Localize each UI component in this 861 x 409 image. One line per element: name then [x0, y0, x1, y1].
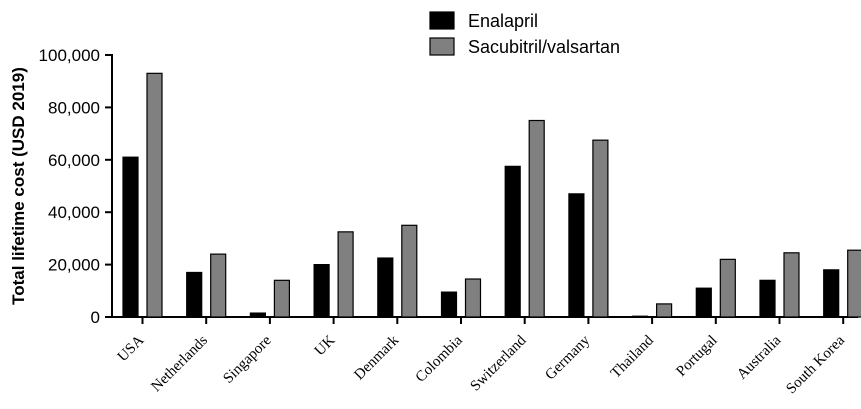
x-tick-label-uk: UK — [312, 332, 339, 359]
bar-enalapril-germany — [568, 193, 585, 318]
legend: Enalapril Sacubitril/valsartan — [429, 11, 620, 57]
legend-swatch-sacubitril-valsartan — [429, 37, 455, 56]
bar-enalapril-uk — [313, 264, 330, 318]
y-tick-label: 100,000 — [39, 46, 100, 65]
bar-sacubitril-valsartan-germany — [592, 139, 609, 318]
x-tick-label-colombia: Colombia — [413, 332, 466, 385]
y-tick-label: 60,000 — [48, 151, 100, 170]
bar-sacubitril-valsartan-singapore — [273, 279, 290, 318]
y-tick-label: 40,000 — [48, 203, 100, 222]
x-tick-label-thailand: Thailand — [608, 332, 657, 381]
x-tick-label-usa: USA — [115, 332, 148, 365]
bar-sacubitril-valsartan-usa — [146, 72, 163, 318]
bar-enalapril-australia — [759, 279, 776, 318]
y-tick-label: 80,000 — [48, 98, 100, 117]
bar-sacubitril-valsartan-netherlands — [210, 253, 227, 318]
x-tick-label-denmark: Denmark — [351, 332, 402, 383]
x-tick-label-australia: Australia — [734, 332, 784, 382]
bar-enalapril-singapore — [249, 312, 266, 318]
bar-sacubitril-valsartan-switzerland — [528, 119, 545, 318]
legend-label-enalapril: Enalapril — [468, 11, 538, 31]
x-tick-label-south-korea: South Korea — [783, 332, 848, 397]
bar-sacubitril-valsartan-denmark — [401, 224, 418, 318]
x-tick-label-singapore: Singapore — [220, 332, 275, 387]
bar-sacubitril-valsartan-uk — [337, 231, 354, 318]
bars — [122, 72, 861, 318]
bar-sacubitril-valsartan-australia — [783, 252, 800, 318]
bar-enalapril-netherlands — [186, 271, 203, 318]
bar-sacubitril-valsartan-colombia — [464, 278, 482, 318]
bar-enalapril-usa — [122, 156, 139, 318]
y-tick-label: 0 — [91, 308, 100, 327]
bar-sacubitril-valsartan-thailand — [655, 303, 673, 318]
bar-sacubitril-valsartan-portugal — [719, 258, 736, 318]
x-tick-label-germany: Germany — [542, 332, 593, 383]
x-tick-label-netherlands: Netherlands — [148, 332, 211, 395]
x-axis: USA Netherlands Singapore UK Denmark Colombia… — [112, 316, 858, 397]
y-axis: 0 20,000 40,000 60,000 80,000 100,000 — [39, 46, 113, 327]
bar-enalapril-colombia — [440, 291, 458, 318]
bar-enalapril-portugal — [695, 287, 712, 318]
y-tick-label: 20,000 — [48, 256, 100, 275]
bar-enalapril-switzerland — [504, 165, 521, 318]
bar-enalapril-thailand — [631, 315, 649, 318]
bar-enalapril-denmark — [377, 257, 394, 318]
y-axis-label: Total lifetime cost (USD 2019) — [9, 67, 28, 305]
x-tick-label-portugal: Portugal — [673, 333, 720, 380]
x-tick-label-switzerland: Switzerland — [468, 332, 530, 394]
bar-sacubitril-valsartan-south-korea — [847, 249, 861, 318]
bar-enalapril-south-korea — [823, 269, 840, 318]
legend-label-sacubitril-valsartan: Sacubitril/valsartan — [468, 37, 620, 57]
legend-swatch-enalapril — [429, 11, 455, 30]
